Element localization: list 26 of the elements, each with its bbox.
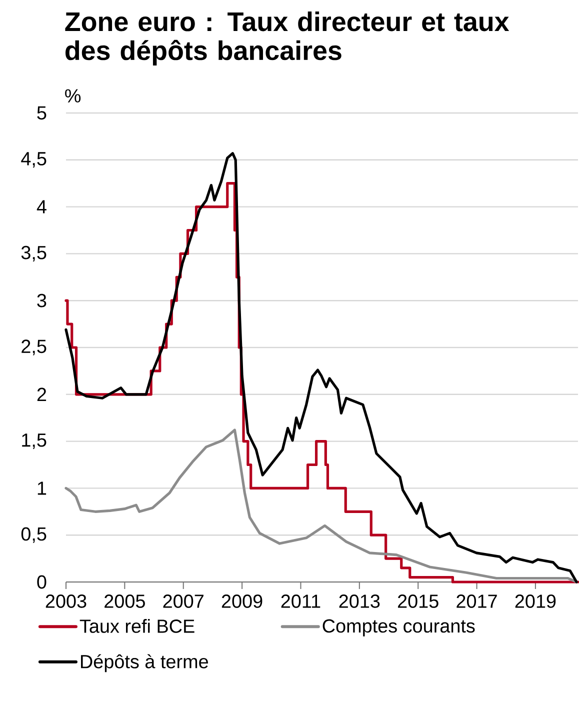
legend-label: Taux refi BCE [80, 619, 194, 633]
y-tick-label: 0,5 [21, 527, 46, 543]
y-tick-label: 3 [37, 294, 46, 308]
x-tick-label: 2015 [398, 594, 438, 608]
legend-label: Dépôts à terme [81, 654, 208, 672]
y-tick-label: 1 [38, 482, 46, 495]
x-tick-label: 2005 [104, 594, 145, 608]
y-tick-label: 3,5 [21, 246, 46, 262]
x-tick-label: 2019 [515, 594, 556, 608]
y-tick-label: 0 [37, 575, 46, 589]
y-tick-label: 4,5 [21, 152, 46, 168]
y-tick-label: 2 [37, 388, 46, 401]
x-tick-label: 2009 [222, 594, 262, 608]
x-tick-label: 2003 [46, 594, 86, 608]
line-series [64, 428, 578, 584]
y-tick-label: 1,5 [22, 434, 46, 450]
x-tick-label: 2011 [281, 594, 320, 608]
y-tick-label: 4 [36, 200, 46, 214]
legend-label: Comptes courants [322, 619, 475, 636]
y-tick-label: 2,5 [22, 340, 46, 356]
x-tick-label: 2013 [339, 594, 380, 608]
chart-title: Zone euro : Taux directeur et taux des dépôts bancaires [65, 12, 510, 66]
x-tick-label: 2017 [456, 594, 497, 608]
x-tick-label: 2007 [163, 594, 204, 608]
y-axis-title: % [65, 89, 81, 102]
y-tick-label: 5 [37, 106, 46, 120]
